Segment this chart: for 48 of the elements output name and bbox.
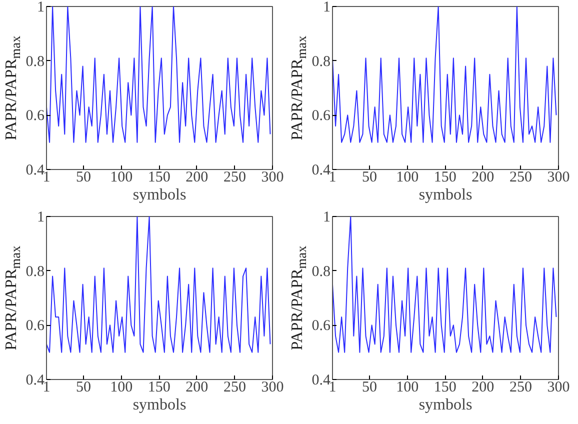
- y-tick-label: 0.4: [26, 372, 45, 388]
- y-tick-label: 0.4: [26, 162, 45, 178]
- x-tick-label: 150: [434, 170, 456, 186]
- x-tick-label: 200: [472, 380, 494, 396]
- x-tick-label: 150: [148, 170, 170, 186]
- x-tick-label: 50: [362, 170, 378, 186]
- x-tick-label: 200: [186, 380, 208, 396]
- x-tick-label: 50: [362, 380, 378, 396]
- y-tick-label: 0.6: [26, 318, 45, 334]
- line-series: [46, 6, 271, 143]
- y-tick-label: 1: [37, 0, 44, 16]
- x-axis-title: symbols: [132, 396, 186, 414]
- line-series: [332, 6, 557, 143]
- line-series: [46, 216, 271, 353]
- y-tick-label: 1: [37, 210, 44, 226]
- y-tick-label: 0.4: [312, 162, 331, 178]
- x-axis-title: symbols: [418, 396, 472, 414]
- x-tick-label: 50: [76, 170, 92, 186]
- x-tick-label: 100: [110, 170, 133, 186]
- line-series: [332, 216, 557, 353]
- x-tick-label: 100: [396, 170, 419, 186]
- x-tick-label: 100: [110, 380, 133, 396]
- x-tick-label: 300: [547, 170, 570, 186]
- y-tick-label: 0.4: [312, 372, 331, 388]
- y-tick-label: 0.6: [26, 108, 45, 124]
- x-tick-label: 100: [396, 380, 419, 396]
- y-tick-label: 0.8: [26, 54, 44, 70]
- x-tick-label: 200: [472, 170, 494, 186]
- x-tick-label: 300: [261, 170, 284, 186]
- x-tick-label: 50: [76, 380, 92, 396]
- x-tick-label: 150: [434, 380, 456, 396]
- x-tick-label: 250: [223, 380, 246, 396]
- y-tick-label: 1: [323, 210, 330, 226]
- y-tick-label: 1: [323, 0, 330, 16]
- x-axis-title: symbols: [418, 186, 472, 204]
- x-tick-label: 250: [509, 380, 532, 396]
- x-tick-label: 250: [509, 170, 532, 186]
- x-tick-label: 150: [148, 380, 170, 396]
- x-tick-label: 200: [186, 170, 208, 186]
- y-tick-label: 0.6: [312, 318, 331, 334]
- y-tick-label: 0.6: [312, 108, 331, 124]
- x-tick-label: 300: [261, 380, 284, 396]
- y-tick-label: 0.8: [312, 54, 330, 70]
- y-tick-label: 0.8: [312, 264, 330, 280]
- x-axis-title: symbols: [132, 186, 186, 204]
- x-tick-label: 300: [547, 380, 570, 396]
- x-tick-label: 250: [223, 170, 246, 186]
- y-tick-label: 0.8: [26, 264, 44, 280]
